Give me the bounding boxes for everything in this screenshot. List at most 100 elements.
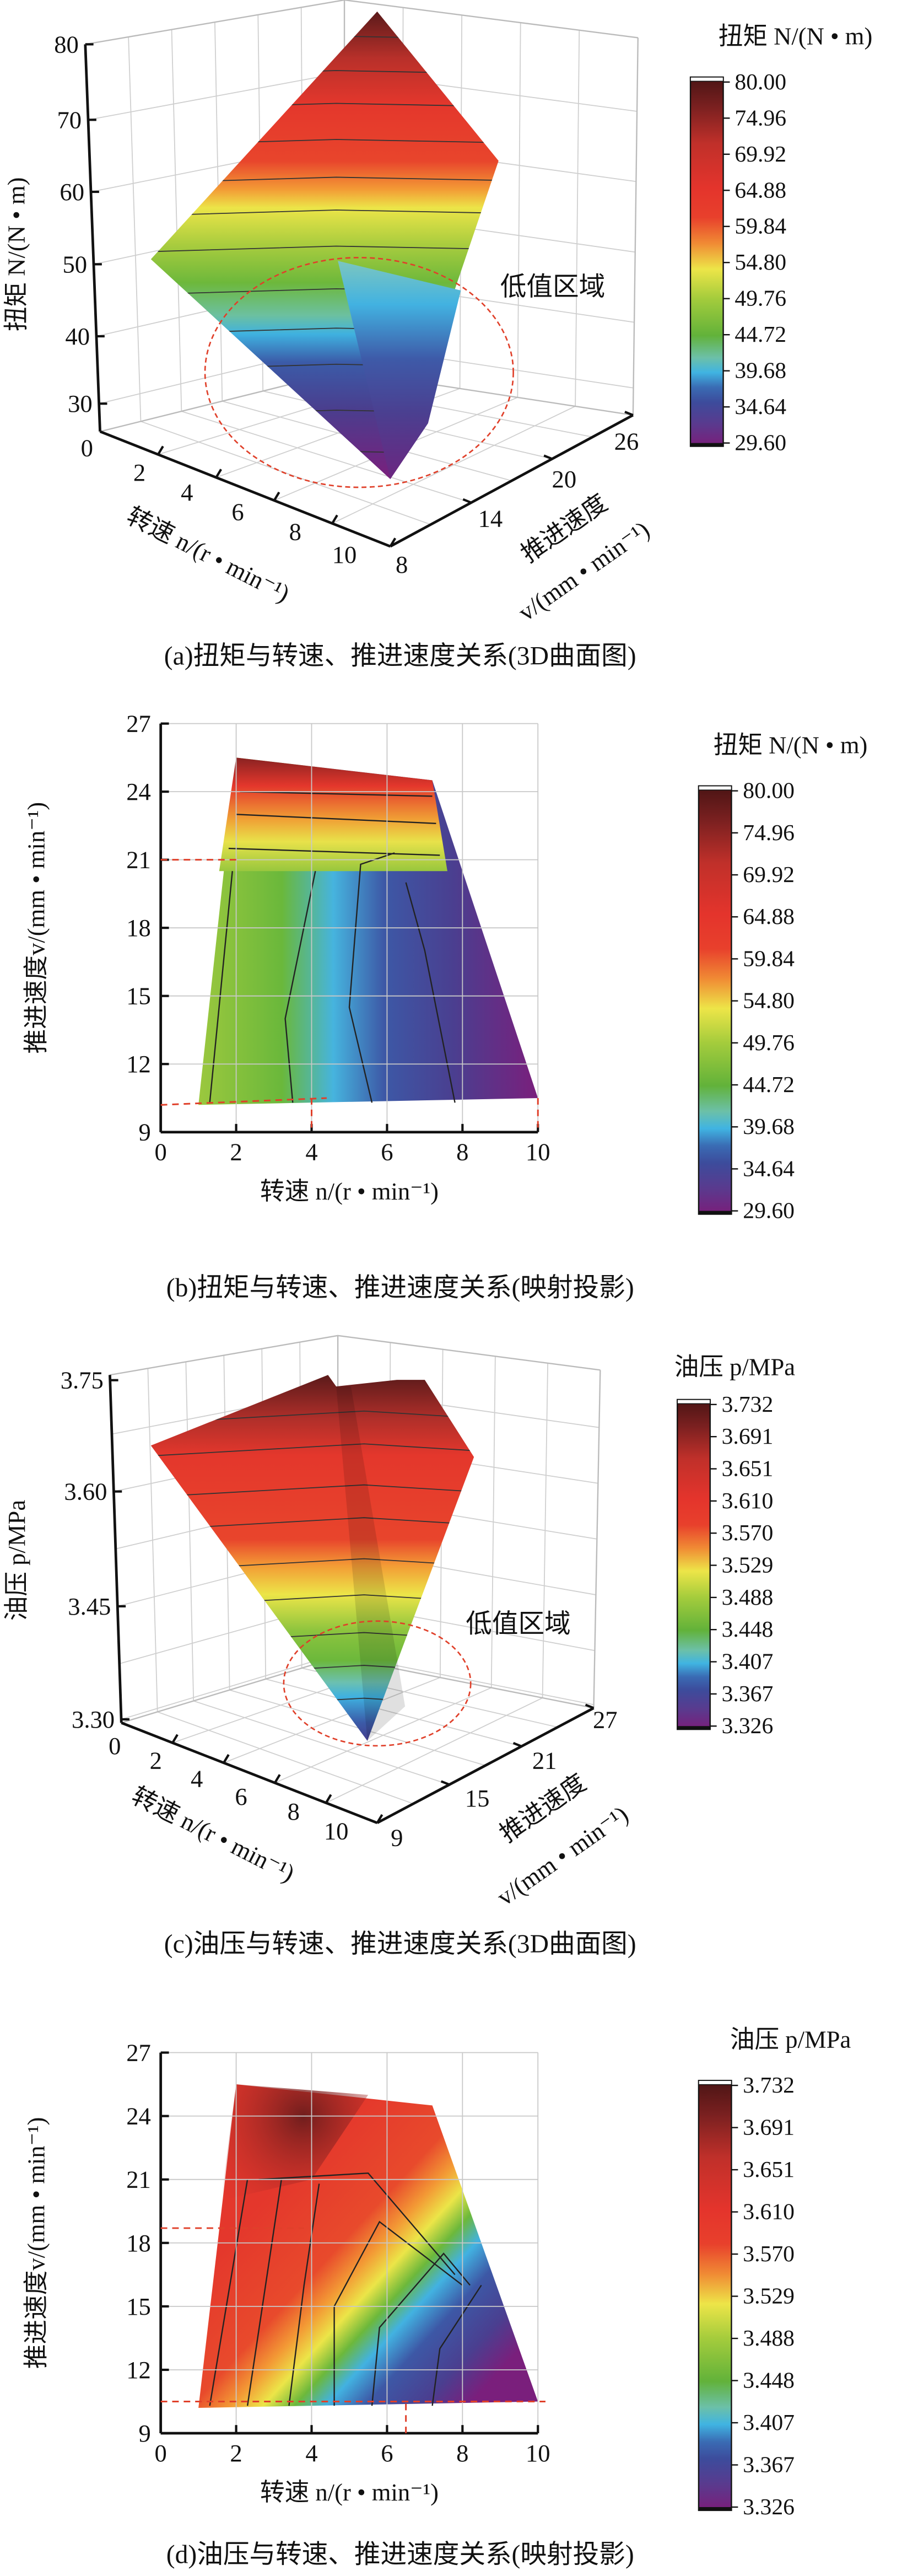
colorbar-tick-label: 3.651	[743, 2157, 795, 2182]
colorbar-top-cap	[690, 77, 724, 82]
z-tick-label: 80	[54, 30, 79, 58]
n-tick	[273, 491, 280, 501]
colorbar-tick-label: 3.651	[722, 1456, 774, 1482]
x-tick-label: 10	[526, 1138, 550, 1165]
n-tick	[389, 537, 397, 547]
contour-line	[288, 2184, 320, 2406]
colorbar-tick-label: 3.691	[722, 1424, 774, 1449]
colorbar-tick-label: 29.60	[743, 1198, 795, 1224]
top-edge	[344, 0, 638, 39]
y-tick-label: 9	[139, 2419, 151, 2447]
n-tick	[376, 1814, 384, 1824]
right-edge	[632, 37, 639, 416]
n-axis	[121, 1722, 378, 1825]
colorbar-tick-label: 34.64	[743, 1156, 795, 1181]
wall-gridline	[185, 1362, 195, 1701]
v-tick-label: 9	[391, 1824, 403, 1852]
contour-line	[258, 2172, 456, 2276]
colorbar-tick-label: 3.691	[743, 2115, 795, 2141]
colorbar-tick-label: 3.326	[722, 1713, 774, 1739]
top-edge	[337, 1335, 601, 1371]
wall-gridline	[128, 36, 142, 422]
colorbar-gradient	[677, 1399, 711, 1730]
floor-gridline	[223, 1677, 441, 1763]
panel-caption: (d)油压与转速、推进速度关系(映射投影)	[166, 2540, 634, 2569]
v-tick-label: 15	[465, 1784, 490, 1812]
colorbar-tick-label: 3.326	[743, 2494, 795, 2520]
x-tick-label: 0	[155, 2439, 167, 2467]
colorbar-tick-label: 3.732	[722, 1392, 774, 1417]
wall-gridline	[542, 1363, 548, 1698]
colorbar-gradient	[698, 2079, 732, 2512]
colorbar-tick-label: 3.610	[743, 2199, 795, 2225]
colorbar-tick-label: 3.610	[722, 1488, 774, 1514]
x-tick-label: 6	[381, 2439, 393, 2467]
colorbar-gradient	[698, 785, 732, 1215]
z-axis-title: 扭矩 N/(N • m)	[3, 178, 30, 332]
v-tick	[440, 1780, 450, 1786]
colorbar: 80.00 74.96 69.92 64.88 59.84 54.80 49.76 44.72…	[698, 778, 795, 1224]
contour-line	[209, 2179, 249, 2406]
colorbar-tick-label: 39.68	[743, 1114, 795, 1139]
colorbar-tick-label: 69.92	[734, 142, 786, 167]
colorbar-tick-label: 34.64	[734, 394, 786, 420]
v-tick	[543, 454, 553, 460]
colorbar-tick-label: 64.88	[734, 178, 786, 203]
panel-a-3d-surface: 30 40 50 60 70 80 0 2 4 6 8 10 8 14 20 26 扭矩 N/(N • m) 转速…	[3, 0, 873, 671]
x-tick-label: 8	[456, 2439, 468, 2467]
panel-caption: (b)扭矩与转速、推进速度关系(映射投影)	[166, 1273, 634, 1302]
v-tick	[624, 411, 634, 416]
colorbar: 3.732 3.691 3.651 3.610 3.570 3.529 3.488 3.448…	[698, 2073, 795, 2520]
floor-gridline	[274, 1687, 492, 1784]
n-axis-title: 转速 n/(r • min⁻¹)	[122, 502, 294, 607]
v-tick-label: 21	[532, 1747, 557, 1774]
floor-gridline	[229, 1689, 486, 1766]
n-tick-label: 0	[81, 434, 93, 462]
contour-line	[284, 870, 316, 1103]
z-tick-label: 3.75	[61, 1367, 104, 1394]
z-tick-label: 70	[57, 106, 82, 133]
colorbar-tick-label: 3.448	[743, 2368, 795, 2394]
torque-surface-fold	[338, 261, 461, 480]
x-axis-title: 转速 n/(r • min⁻¹)	[260, 2478, 439, 2506]
n-tick-label: 2	[150, 1747, 162, 1774]
colorbar-title: 扭矩 N/(N • m)	[719, 22, 873, 50]
n-tick-label: 10	[324, 1817, 349, 1845]
colorbar-bottom-cap	[690, 443, 723, 447]
colorbar-tick-label: 80.00	[734, 69, 786, 95]
contour-line	[348, 852, 395, 1103]
pressure-high-region	[221, 2084, 369, 2201]
n-tick-label: 0	[109, 1732, 121, 1760]
n-tick-label: 4	[181, 478, 193, 506]
z-tick-label: 40	[65, 322, 90, 350]
v-tick-label: 8	[396, 551, 408, 578]
n-tick-label: 2	[133, 459, 145, 486]
colorbar-tick-label: 54.80	[743, 988, 795, 1014]
colorbar-title: 油压 p/MPa	[674, 1353, 796, 1380]
x-axis-title: 转速 n/(r • min⁻¹)	[260, 1177, 439, 1205]
colorbar-tick-label: 80.00	[743, 778, 795, 804]
n-tick-label: 8	[288, 1798, 300, 1825]
n-tick-label: 4	[191, 1765, 203, 1792]
x-tick-label: 4	[305, 2439, 317, 2467]
colorbar-tick-label: 69.92	[743, 862, 795, 888]
colorbar-tick-label: 3.570	[722, 1520, 774, 1546]
colorbar-bottom-cap	[698, 2507, 732, 2510]
v-axis	[376, 1707, 595, 1824]
floor-edge	[121, 1657, 338, 1724]
y-tick-label: 18	[126, 2229, 151, 2257]
colorbar-tick-label: 3.529	[743, 2284, 795, 2309]
x-tick-label: 4	[305, 1138, 317, 1165]
y-tick-label: 9	[139, 1118, 151, 1146]
z-axis	[109, 1375, 123, 1723]
wall-gridline	[147, 1368, 158, 1712]
wall-gridline	[575, 30, 580, 406]
colorbar-title: 油压 p/MPa	[730, 2026, 851, 2053]
z-tick-label: 3.45	[68, 1593, 111, 1620]
torque-high-band	[219, 757, 447, 872]
n-tick-label: 10	[332, 541, 357, 568]
colorbar-tick-label: 3.732	[743, 2073, 795, 2098]
y-tick-label: 24	[126, 2102, 151, 2130]
n-tick	[331, 514, 338, 524]
n-tick	[223, 1754, 230, 1763]
